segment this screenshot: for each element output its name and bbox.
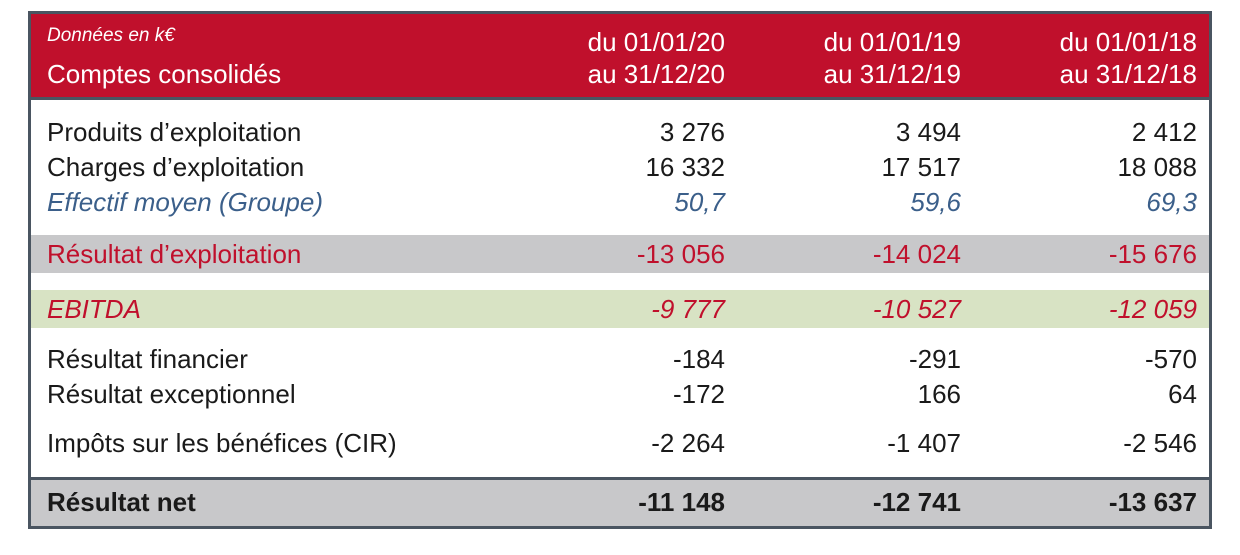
- row-label: Impôts sur les bénéfices (CIR): [47, 428, 397, 458]
- value-2020: -172: [672, 379, 725, 409]
- value-2018: 2 412: [1131, 117, 1197, 147]
- value-2020: -13 056: [636, 239, 725, 269]
- value-2018: -12 059: [1108, 294, 1197, 324]
- value-2018: 18 088: [1117, 152, 1197, 182]
- table-row-effectif: Effectif moyen (Groupe) 50,7 59,6 69,3: [31, 187, 1209, 221]
- value-2018: 69,3: [1146, 187, 1197, 217]
- row-label: Résultat exceptionnel: [47, 379, 296, 409]
- value-2020: 16 332: [645, 152, 725, 182]
- table-row-resultat-exploitation: Résultat d’exploitation -13 056 -14 024 …: [31, 235, 1209, 273]
- table-row-impots: Impôts sur les bénéfices (CIR) -2 264 -1…: [31, 428, 1209, 462]
- value-2019: -12 741: [872, 487, 961, 517]
- value-2019: 3 494: [895, 117, 961, 147]
- row-label: Produits d’exploitation: [47, 117, 302, 147]
- value-2020: 50,7: [674, 187, 725, 217]
- value-2020: 3 276: [659, 117, 725, 147]
- period-2019-from: du 01/01/19: [823, 27, 961, 57]
- value-2020: -184: [672, 344, 725, 374]
- total-divider: [31, 477, 1209, 480]
- row-label: Résultat d’exploitation: [47, 239, 302, 269]
- table-row-produits: Produits d’exploitation 3 276 3 494 2 41…: [31, 117, 1209, 151]
- value-2018: -570: [1144, 344, 1197, 374]
- value-2019: -14 024: [872, 239, 961, 269]
- header-divider: [31, 97, 1209, 100]
- table-row-ebitda: EBITDA -9 777 -10 527 -12 059: [31, 290, 1209, 328]
- table-header: Données en k€ Comptes consolidés du 01/0…: [31, 14, 1209, 100]
- value-2019: 59,6: [910, 187, 961, 217]
- financial-table: Données en k€ Comptes consolidés du 01/0…: [28, 11, 1212, 529]
- row-label: Effectif moyen (Groupe): [47, 187, 323, 217]
- unit-note: Données en k€: [47, 25, 175, 46]
- row-label: EBITDA: [47, 294, 141, 324]
- value-2019: 166: [917, 379, 961, 409]
- value-2018: -2 546: [1123, 428, 1197, 458]
- row-label: Résultat financier: [47, 344, 248, 374]
- value-2020: -2 264: [651, 428, 725, 458]
- table-row-resultat-exceptionnel: Résultat exceptionnel -172 166 64: [31, 379, 1209, 413]
- table-row-resultat-net: Résultat net -11 148 -12 741 -13 637: [31, 480, 1209, 526]
- row-label: Charges d’exploitation: [47, 152, 305, 182]
- value-2019: 17 517: [881, 152, 961, 182]
- value-2019: -10 527: [872, 294, 961, 324]
- period-2020-to: au 31/12/20: [587, 59, 725, 89]
- row-label: Résultat net: [47, 487, 196, 517]
- value-2018: -13 637: [1108, 487, 1197, 517]
- value-2019: -1 407: [887, 428, 961, 458]
- table-subtitle: Comptes consolidés: [47, 59, 282, 89]
- period-2019-to: au 31/12/19: [823, 59, 961, 89]
- value-2019: -291: [908, 344, 961, 374]
- period-2018-to: au 31/12/18: [1059, 59, 1197, 89]
- table-row-charges: Charges d’exploitation 16 332 17 517 18 …: [31, 152, 1209, 186]
- period-2020-from: du 01/01/20: [587, 27, 725, 57]
- value-2020: -11 148: [638, 487, 725, 517]
- period-2018-from: du 01/01/18: [1059, 27, 1197, 57]
- table-row-resultat-financier: Résultat financier -184 -291 -570: [31, 344, 1209, 378]
- value-2018: -15 676: [1108, 239, 1197, 269]
- value-2020: -9 777: [651, 294, 725, 324]
- value-2018: 64: [1168, 379, 1197, 409]
